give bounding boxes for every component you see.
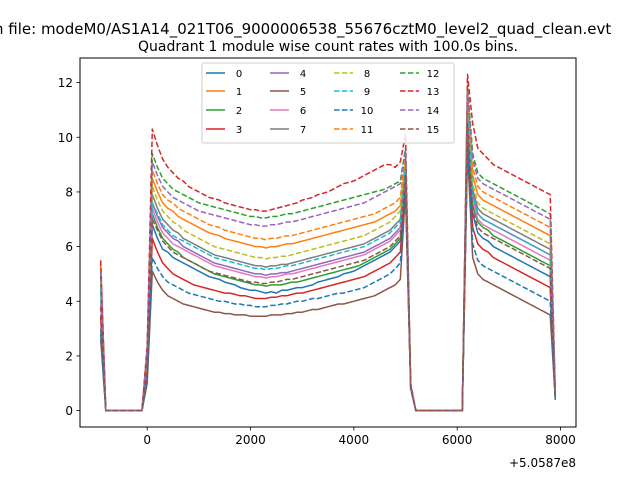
series-line-2 (99, 120, 557, 412)
series-line-10 (99, 144, 557, 412)
series-line-12 (99, 84, 557, 412)
x-axis: 0 2000 4000 6000 8000 (143, 427, 576, 447)
chart-suptitle: n file: modeM0/AS1A14_021T06_9000006538_… (0, 20, 611, 39)
legend-label-12: 12 (427, 69, 440, 80)
y-axis: 0 2 4 6 8 10 12 (58, 76, 80, 418)
legend-label-5: 5 (300, 87, 306, 98)
y-tick-label: 8 (65, 185, 73, 199)
series-line-13 (99, 73, 557, 412)
y-tick-label: 12 (58, 76, 73, 90)
series-line-1 (99, 92, 557, 412)
y-tick-label: 0 (65, 404, 73, 418)
plot-frame (79, 57, 577, 428)
y-tick-label: 6 (65, 240, 73, 254)
legend-label-14: 14 (427, 106, 440, 117)
legend-label-6: 6 (300, 106, 306, 117)
x-tick-label: 2000 (235, 433, 266, 447)
legend-label-10: 10 (361, 106, 374, 117)
series-line-5 (99, 150, 557, 412)
legend-label-8: 8 (364, 69, 370, 80)
x-tick-label: 4000 (339, 433, 370, 447)
legend-label-13: 13 (427, 87, 440, 98)
y-tick-label: 10 (58, 131, 73, 145)
legend-box (201, 62, 455, 144)
series-line-14 (99, 90, 557, 412)
x-tick-label: 0 (143, 433, 151, 447)
legend-label-4: 4 (300, 69, 306, 80)
legend-label-1: 1 (236, 87, 242, 98)
legend-label-3: 3 (236, 125, 242, 136)
series-line-11 (99, 87, 557, 412)
y-tick-label: 4 (65, 295, 73, 309)
series-line-3 (99, 141, 557, 412)
y-tick-label: 2 (65, 349, 73, 363)
legend-label-0: 0 (236, 69, 242, 80)
chart-title: Quadrant 1 module wise count rates with … (138, 39, 518, 55)
x-tick-label: 8000 (545, 433, 576, 447)
series-line-6 (99, 117, 557, 412)
series-line-7 (99, 106, 557, 412)
x-offset-label: +5.0587e8 (509, 456, 576, 470)
series-line-8 (99, 100, 557, 412)
series-line-15 (99, 122, 557, 412)
series-line-9 (99, 114, 557, 412)
legend-label-2: 2 (236, 106, 242, 117)
series-line-0 (99, 131, 557, 412)
legend-label-9: 9 (364, 87, 370, 98)
legend-label-11: 11 (361, 125, 374, 136)
legend-label-7: 7 (300, 125, 306, 136)
legend-label-15: 15 (427, 125, 440, 136)
plot-series-group (99, 73, 557, 412)
x-tick-label: 6000 (442, 433, 473, 447)
